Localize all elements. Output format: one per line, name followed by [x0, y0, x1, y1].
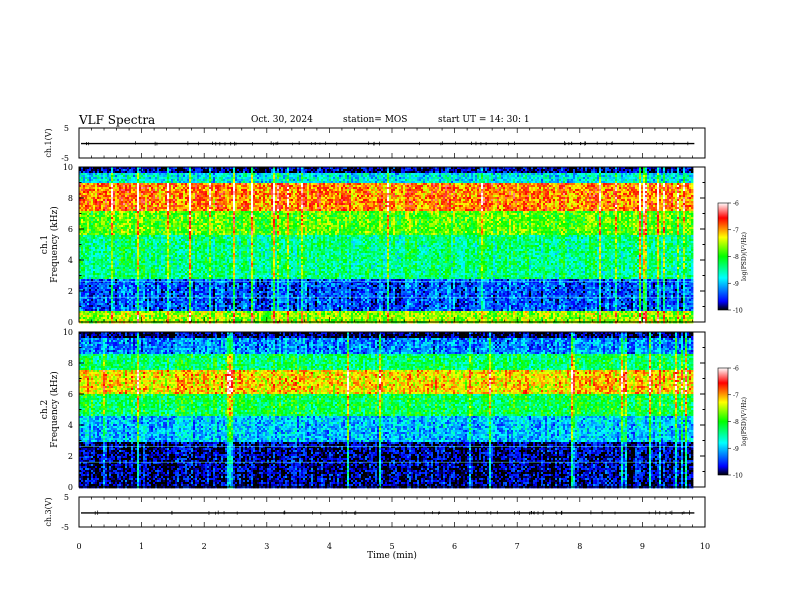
ch2-spectrogram-ytick-label: 10: [63, 328, 73, 337]
ch1-spectrogram-ytick-label: 4: [68, 256, 73, 265]
xtick-label: 3: [264, 542, 269, 551]
ch1-spectrogram-colorbar-tick-label: -6: [733, 201, 739, 208]
ch3-voltage-ytick-label: -5: [61, 523, 69, 532]
ch2-spectrogram-colorbar-tick-label: -10: [733, 473, 743, 480]
ch2-spectrogram-colorbar-tick-label: -8: [733, 419, 739, 426]
ch1-spectrogram-colorbar-tick-label: -8: [733, 254, 739, 261]
ch1-spectrogram-ytick-label: 2: [68, 287, 73, 296]
ch1-spectrogram-heatmap: [79, 167, 694, 323]
ch2-spectrogram-ytick-label: 4: [68, 421, 73, 430]
xtick-label: 6: [452, 542, 457, 551]
xtick-label: 8: [577, 542, 582, 551]
ch1-voltage-ytick-label: 5: [64, 124, 69, 133]
ch2-spectrogram-ytick-label: 6: [68, 390, 73, 399]
ch2-spectrogram-colorbar-tick-label: -9: [733, 446, 739, 453]
ch3-voltage-ylabel: ch.3(V): [44, 497, 53, 526]
ch1-voltage-ylabel: ch.1(V): [44, 128, 53, 157]
ch1-spectrogram-colorbar-tick-label: -9: [733, 281, 739, 288]
xtick-label: 7: [515, 542, 520, 551]
ch2-spectrogram-colorbar-tick-label: -6: [733, 366, 739, 373]
ch1-spectrogram-colorbar-tick-label: -7: [733, 227, 739, 234]
ch3-voltage-ytick-label: 5: [64, 493, 69, 502]
ch2-spectrogram-heatmap: [79, 332, 694, 488]
ch2-spectrogram-colorbar: [718, 368, 728, 475]
ch1-spectrogram-ytick-label: 8: [68, 194, 73, 203]
ch1-spectrogram-ylabel-channel: ch.1: [40, 235, 50, 254]
ch2-spectrogram-ytick-label: 2: [68, 452, 73, 461]
ch1-spectrogram-colorbar-label: log(PSD)(V²/Hz): [741, 232, 748, 281]
xtick-label: 2: [202, 542, 207, 551]
x-axis-label: Time (min): [367, 550, 417, 561]
ch1-spectrogram-colorbar-tick-label: -10: [733, 308, 743, 315]
xtick-label: 1: [139, 542, 144, 551]
ch1-spectrogram-ytick-label: 10: [63, 163, 73, 172]
ch2-spectrogram-colorbar-tick-label: -7: [733, 392, 739, 399]
xtick-label: 10: [700, 542, 710, 551]
ch2-spectrogram-ytick-label: 8: [68, 359, 73, 368]
ch2-spectrogram-ylabel-channel: ch.2: [40, 400, 50, 419]
xtick-label: 0: [76, 542, 81, 551]
ch2-spectrogram-ytick-label: 0: [68, 483, 73, 492]
ch1-spectrogram-ytick-label: 6: [68, 225, 73, 234]
ch1-spectrogram-ytick-label: 0: [68, 318, 73, 327]
ch1-voltage-ytick-label: -5: [61, 154, 69, 163]
xtick-label: 5: [389, 542, 394, 551]
ch2-spectrogram-colorbar-label: log(PSD)(V²/Hz): [741, 397, 748, 446]
ch1-spectrogram-colorbar: [718, 203, 728, 310]
ch1-spectrogram-ylabel: Frequency (kHz): [49, 206, 60, 283]
xtick-label: 4: [327, 542, 332, 551]
ch2-spectrogram-ylabel: Frequency (kHz): [49, 371, 60, 448]
xtick-label: 9: [640, 542, 645, 551]
